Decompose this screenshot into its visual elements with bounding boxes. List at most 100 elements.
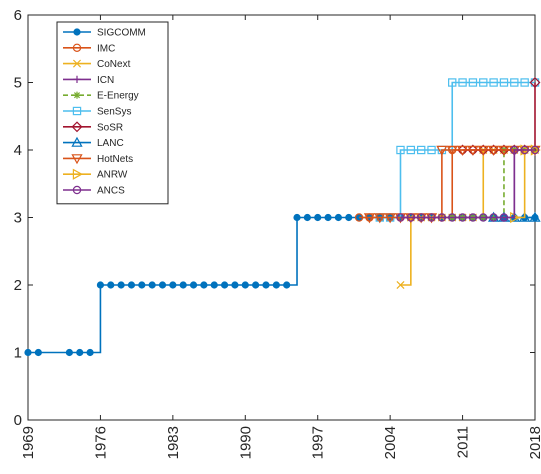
legend-item-anrw: ANRW xyxy=(63,168,128,181)
data-point-sigcomm xyxy=(107,281,115,289)
y-tick-label: 5 xyxy=(14,75,22,92)
data-point-hotnets xyxy=(477,145,489,156)
x-tick-label: 1983 xyxy=(165,426,182,459)
legend-marker xyxy=(71,121,83,133)
data-point-sensys xyxy=(396,145,405,155)
legend-item-sosr: SoSR xyxy=(63,121,123,133)
legend-marker xyxy=(72,106,82,116)
data-point-sigcomm xyxy=(24,348,32,357)
legend-label: SoSR xyxy=(97,122,123,133)
data-point-sensys xyxy=(406,145,416,155)
legend: SIGCOMM IMC CoNext ICN E-Energy SenSys SoSR LAN… xyxy=(56,21,169,205)
data-point-sigcomm xyxy=(158,281,167,289)
data-point-sensys xyxy=(427,145,436,155)
data-point-sensys xyxy=(499,78,509,87)
data-point-ancs xyxy=(520,145,529,155)
data-point-hotnets xyxy=(446,145,458,156)
legend-marker xyxy=(71,154,83,165)
legend-label: LANC xyxy=(97,138,124,149)
legend-marker xyxy=(73,75,81,83)
data-point-imc xyxy=(354,213,364,222)
data-point-sigcomm xyxy=(324,213,332,222)
series-ancs xyxy=(396,145,540,222)
legend-label: E-Energy xyxy=(97,91,139,102)
legend-label: ANRW xyxy=(97,170,128,181)
legend-label: HotNets xyxy=(97,154,133,165)
series-sigcomm xyxy=(24,213,539,357)
data-point-sigcomm xyxy=(231,281,239,289)
series-sensys xyxy=(375,78,540,222)
data-point-sigcomm xyxy=(272,281,280,289)
data-point-ancs xyxy=(416,213,426,222)
data-point-sigcomm xyxy=(65,348,73,357)
legend-marker xyxy=(72,185,82,195)
series-line-e-energy xyxy=(452,149,535,219)
y-tick-label: 1 xyxy=(14,345,22,362)
legend-marker xyxy=(72,43,82,53)
data-point-sensys xyxy=(458,78,467,87)
data-point-sosr xyxy=(529,77,541,88)
x-tick-label: 2018 xyxy=(527,426,541,459)
data-point-ancs xyxy=(530,145,540,155)
series-line-sensys xyxy=(379,81,535,219)
x-tick-label: 1990 xyxy=(237,426,254,459)
data-point-ancs xyxy=(458,213,467,222)
data-point-sensys xyxy=(468,78,478,87)
axes: 0 1 2 3 4 5 6 1969 1976 1983 1990 1997 2004 2011 2018 xyxy=(14,7,541,459)
data-point-sigcomm xyxy=(34,348,42,357)
y-tick-label: 3 xyxy=(14,210,22,227)
legend-label: ANCS xyxy=(97,186,125,197)
data-point-hotnets xyxy=(384,213,396,224)
legend-label: CoNext xyxy=(97,59,131,70)
data-point-conext xyxy=(396,280,405,290)
y-tick-label: 6 xyxy=(14,7,22,24)
series-line-hotnets xyxy=(369,149,535,219)
legend-item-hotnets: HotNets xyxy=(63,154,133,165)
data-point-ancs xyxy=(489,213,498,222)
data-point-sigcomm xyxy=(293,213,301,222)
series-imc xyxy=(354,145,540,222)
series-layer xyxy=(24,77,541,357)
data-point-sigcomm xyxy=(252,281,260,289)
data-point-sigcomm xyxy=(303,213,311,222)
legend-item-conext: CoNext xyxy=(63,59,131,70)
series-line-sigcomm xyxy=(28,216,535,354)
legend-label: ICN xyxy=(97,75,114,86)
data-point-sensys xyxy=(416,145,426,155)
data-point-ancs xyxy=(448,213,457,222)
data-point-ancs xyxy=(510,145,519,155)
data-point-sigcomm xyxy=(314,213,322,222)
legend-label: SenSys xyxy=(97,107,131,118)
data-point-ancs xyxy=(427,213,436,222)
legend-label: SIGCOMM xyxy=(97,28,146,39)
legend-label: IMC xyxy=(97,43,115,54)
legend-item-icn: ICN xyxy=(63,75,114,86)
data-point-hotnets xyxy=(467,145,479,156)
legend-item-sigcomm: SIGCOMM xyxy=(63,28,146,39)
data-point-sigcomm xyxy=(262,281,270,289)
data-point-ancs xyxy=(479,213,488,222)
data-point-hotnets xyxy=(436,145,448,156)
data-point-sigcomm xyxy=(189,281,198,289)
data-point-hotnets xyxy=(374,213,386,224)
data-point-hotnets xyxy=(363,213,376,224)
data-point-sensys xyxy=(489,78,498,87)
y-tick-label: 0 xyxy=(14,412,22,429)
legend-marker xyxy=(72,59,82,68)
data-point-lanc xyxy=(529,211,541,222)
data-point-sigcomm xyxy=(283,281,291,289)
x-tick-label: 1969 xyxy=(20,426,37,459)
data-point-sensys xyxy=(520,78,529,87)
legend-item-lanc: LANC xyxy=(63,136,124,149)
data-point-sigcomm xyxy=(179,281,187,289)
data-point-sigcomm xyxy=(148,281,156,289)
data-point-hotnets xyxy=(487,145,500,156)
series-line-sosr xyxy=(462,82,536,151)
x-tick-label: 1976 xyxy=(92,426,109,459)
legend-item-ancs: ANCS xyxy=(63,186,125,197)
data-point-ancs xyxy=(406,213,416,222)
data-point-sensys xyxy=(510,78,519,87)
data-point-sensys xyxy=(448,78,457,87)
data-point-sigcomm xyxy=(200,281,208,289)
y-tick-label: 2 xyxy=(14,277,22,294)
